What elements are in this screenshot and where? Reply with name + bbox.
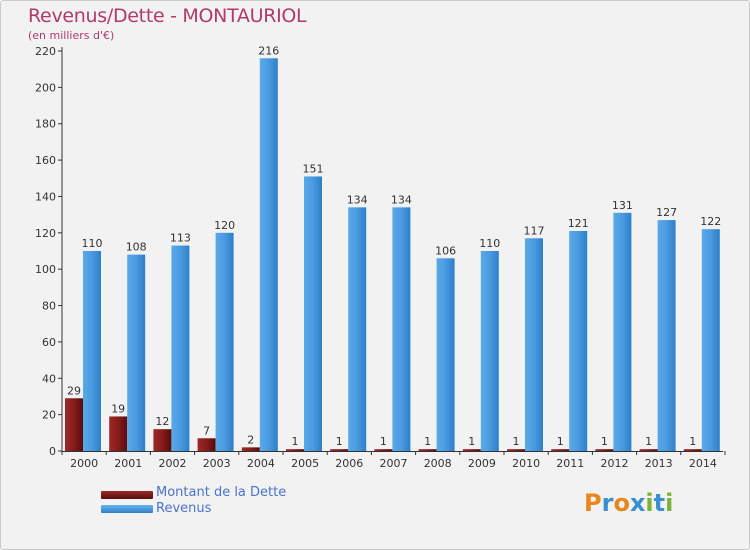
data-label-dette-2014: 1: [689, 435, 696, 448]
data-label-revenus-2003: 120: [214, 219, 235, 232]
data-label-dette-2013: 1: [645, 435, 652, 448]
x-tick-label: 2007: [380, 457, 408, 470]
bar-dette-2007: [374, 449, 393, 451]
y-tick-label: 220: [35, 45, 56, 58]
data-label-revenus-2005: 151: [303, 162, 324, 175]
x-tick-label: 2013: [645, 457, 673, 470]
data-label-revenus-2013: 127: [656, 206, 677, 219]
bar-revenus-2007: [392, 207, 411, 451]
data-label-dette-2008: 1: [424, 435, 431, 448]
x-tick-label: 2001: [114, 457, 142, 470]
data-label-dette-2005: 1: [292, 435, 299, 448]
bar-dette-2010: [507, 449, 525, 451]
x-tick-label: 2008: [424, 457, 452, 470]
x-tick-label: 2010: [512, 457, 540, 470]
data-label-revenus-2012: 131: [612, 199, 633, 212]
data-label-dette-2003: 7: [203, 424, 210, 437]
data-label-dette-2006: 1: [336, 435, 343, 448]
data-label-revenus-2000: 110: [82, 237, 103, 250]
bar-dette-2014: [683, 449, 702, 451]
data-label-dette-2011: 1: [557, 435, 564, 448]
bar-revenus-2003: [215, 232, 234, 451]
bar-dette-2009: [462, 449, 481, 451]
bar-dette-2005: [286, 449, 304, 451]
data-label-revenus-2014: 122: [700, 215, 721, 228]
bar-revenus-2001: [127, 254, 146, 451]
data-label-revenus-2006: 134: [347, 193, 368, 206]
x-tick-label: 2003: [203, 457, 231, 470]
data-label-revenus-2004: 216: [258, 44, 279, 57]
bar-revenus-2008: [436, 258, 455, 451]
legend-swatch-dette: [101, 491, 153, 499]
bar-revenus-2004: [259, 58, 278, 451]
data-label-dette-2007: 1: [380, 435, 387, 448]
bar-dette-2004: [241, 447, 260, 451]
data-label-revenus-2001: 108: [126, 241, 147, 254]
bar-dette-2000: [65, 398, 83, 451]
x-tick-label: 2014: [689, 457, 717, 470]
chart-subtitle: (en milliers d'€): [28, 29, 115, 42]
bar-dette-2002: [153, 429, 172, 451]
bar-revenus-2010: [525, 238, 543, 451]
legend-label-dette: Montant de la Dette: [156, 485, 287, 500]
data-label-dette-2010: 1: [513, 435, 520, 448]
data-label-revenus-2011: 121: [568, 217, 589, 230]
bar-dette-2003: [197, 438, 216, 451]
bar-dette-2001: [109, 416, 128, 451]
bar-dette-2008: [418, 449, 437, 451]
bar-revenus-2009: [480, 251, 499, 451]
y-tick-label: 0: [49, 445, 56, 458]
bar-revenus-2011: [569, 231, 588, 451]
y-tick-label: 160: [35, 154, 56, 167]
bar-revenus-2014: [701, 229, 720, 451]
bar-dette-2012: [595, 449, 614, 451]
legend-label-revenus: Revenus: [156, 501, 212, 516]
data-label-dette-2009: 1: [468, 435, 475, 448]
y-tick-label: 40: [42, 372, 56, 385]
x-tick-label: 2012: [601, 457, 629, 470]
data-label-revenus-2007: 134: [391, 193, 412, 206]
data-label-dette-2012: 1: [601, 435, 608, 448]
chart-title: Revenus/Dette - MONTAURIOL: [28, 5, 307, 27]
bar-revenus-2013: [657, 220, 676, 451]
legend-swatch-revenus: [101, 505, 153, 513]
x-tick-label: 2009: [468, 457, 496, 470]
y-tick-label: 180: [35, 118, 56, 131]
data-label-dette-2002: 12: [155, 415, 169, 428]
bar-dette-2006: [330, 449, 349, 451]
y-tick-label: 60: [42, 336, 56, 349]
x-tick-label: 2006: [335, 457, 363, 470]
x-tick-label: 2002: [159, 457, 187, 470]
bar-dette-2013: [639, 449, 658, 451]
y-tick-label: 80: [42, 300, 56, 313]
y-tick-label: 140: [35, 190, 56, 203]
bar-revenus-2006: [348, 207, 367, 451]
y-tick-label: 100: [35, 263, 56, 276]
bar-dette-2011: [551, 449, 570, 451]
x-tick-label: 2000: [70, 457, 98, 470]
data-label-revenus-2008: 106: [435, 244, 456, 257]
data-label-dette-2001: 19: [111, 402, 125, 415]
y-tick-label: 200: [35, 81, 56, 94]
data-label-revenus-2002: 113: [170, 232, 191, 245]
x-tick-label: 2011: [556, 457, 584, 470]
data-label-dette-2000: 29: [67, 384, 81, 397]
data-label-revenus-2009: 110: [479, 237, 500, 250]
bar-revenus-2012: [613, 212, 632, 451]
bar-revenus-2000: [83, 251, 101, 451]
bar-revenus-2002: [171, 245, 190, 451]
data-label-revenus-2010: 117: [524, 224, 545, 237]
y-tick-label: 20: [42, 409, 56, 422]
proxiti-logo: Proxiti: [584, 489, 674, 517]
x-tick-label: 2004: [247, 457, 275, 470]
bar-revenus-2005: [304, 176, 322, 452]
x-tick-label: 2005: [291, 457, 319, 470]
data-label-dette-2004: 2: [247, 433, 254, 446]
y-tick-label: 120: [35, 227, 56, 240]
